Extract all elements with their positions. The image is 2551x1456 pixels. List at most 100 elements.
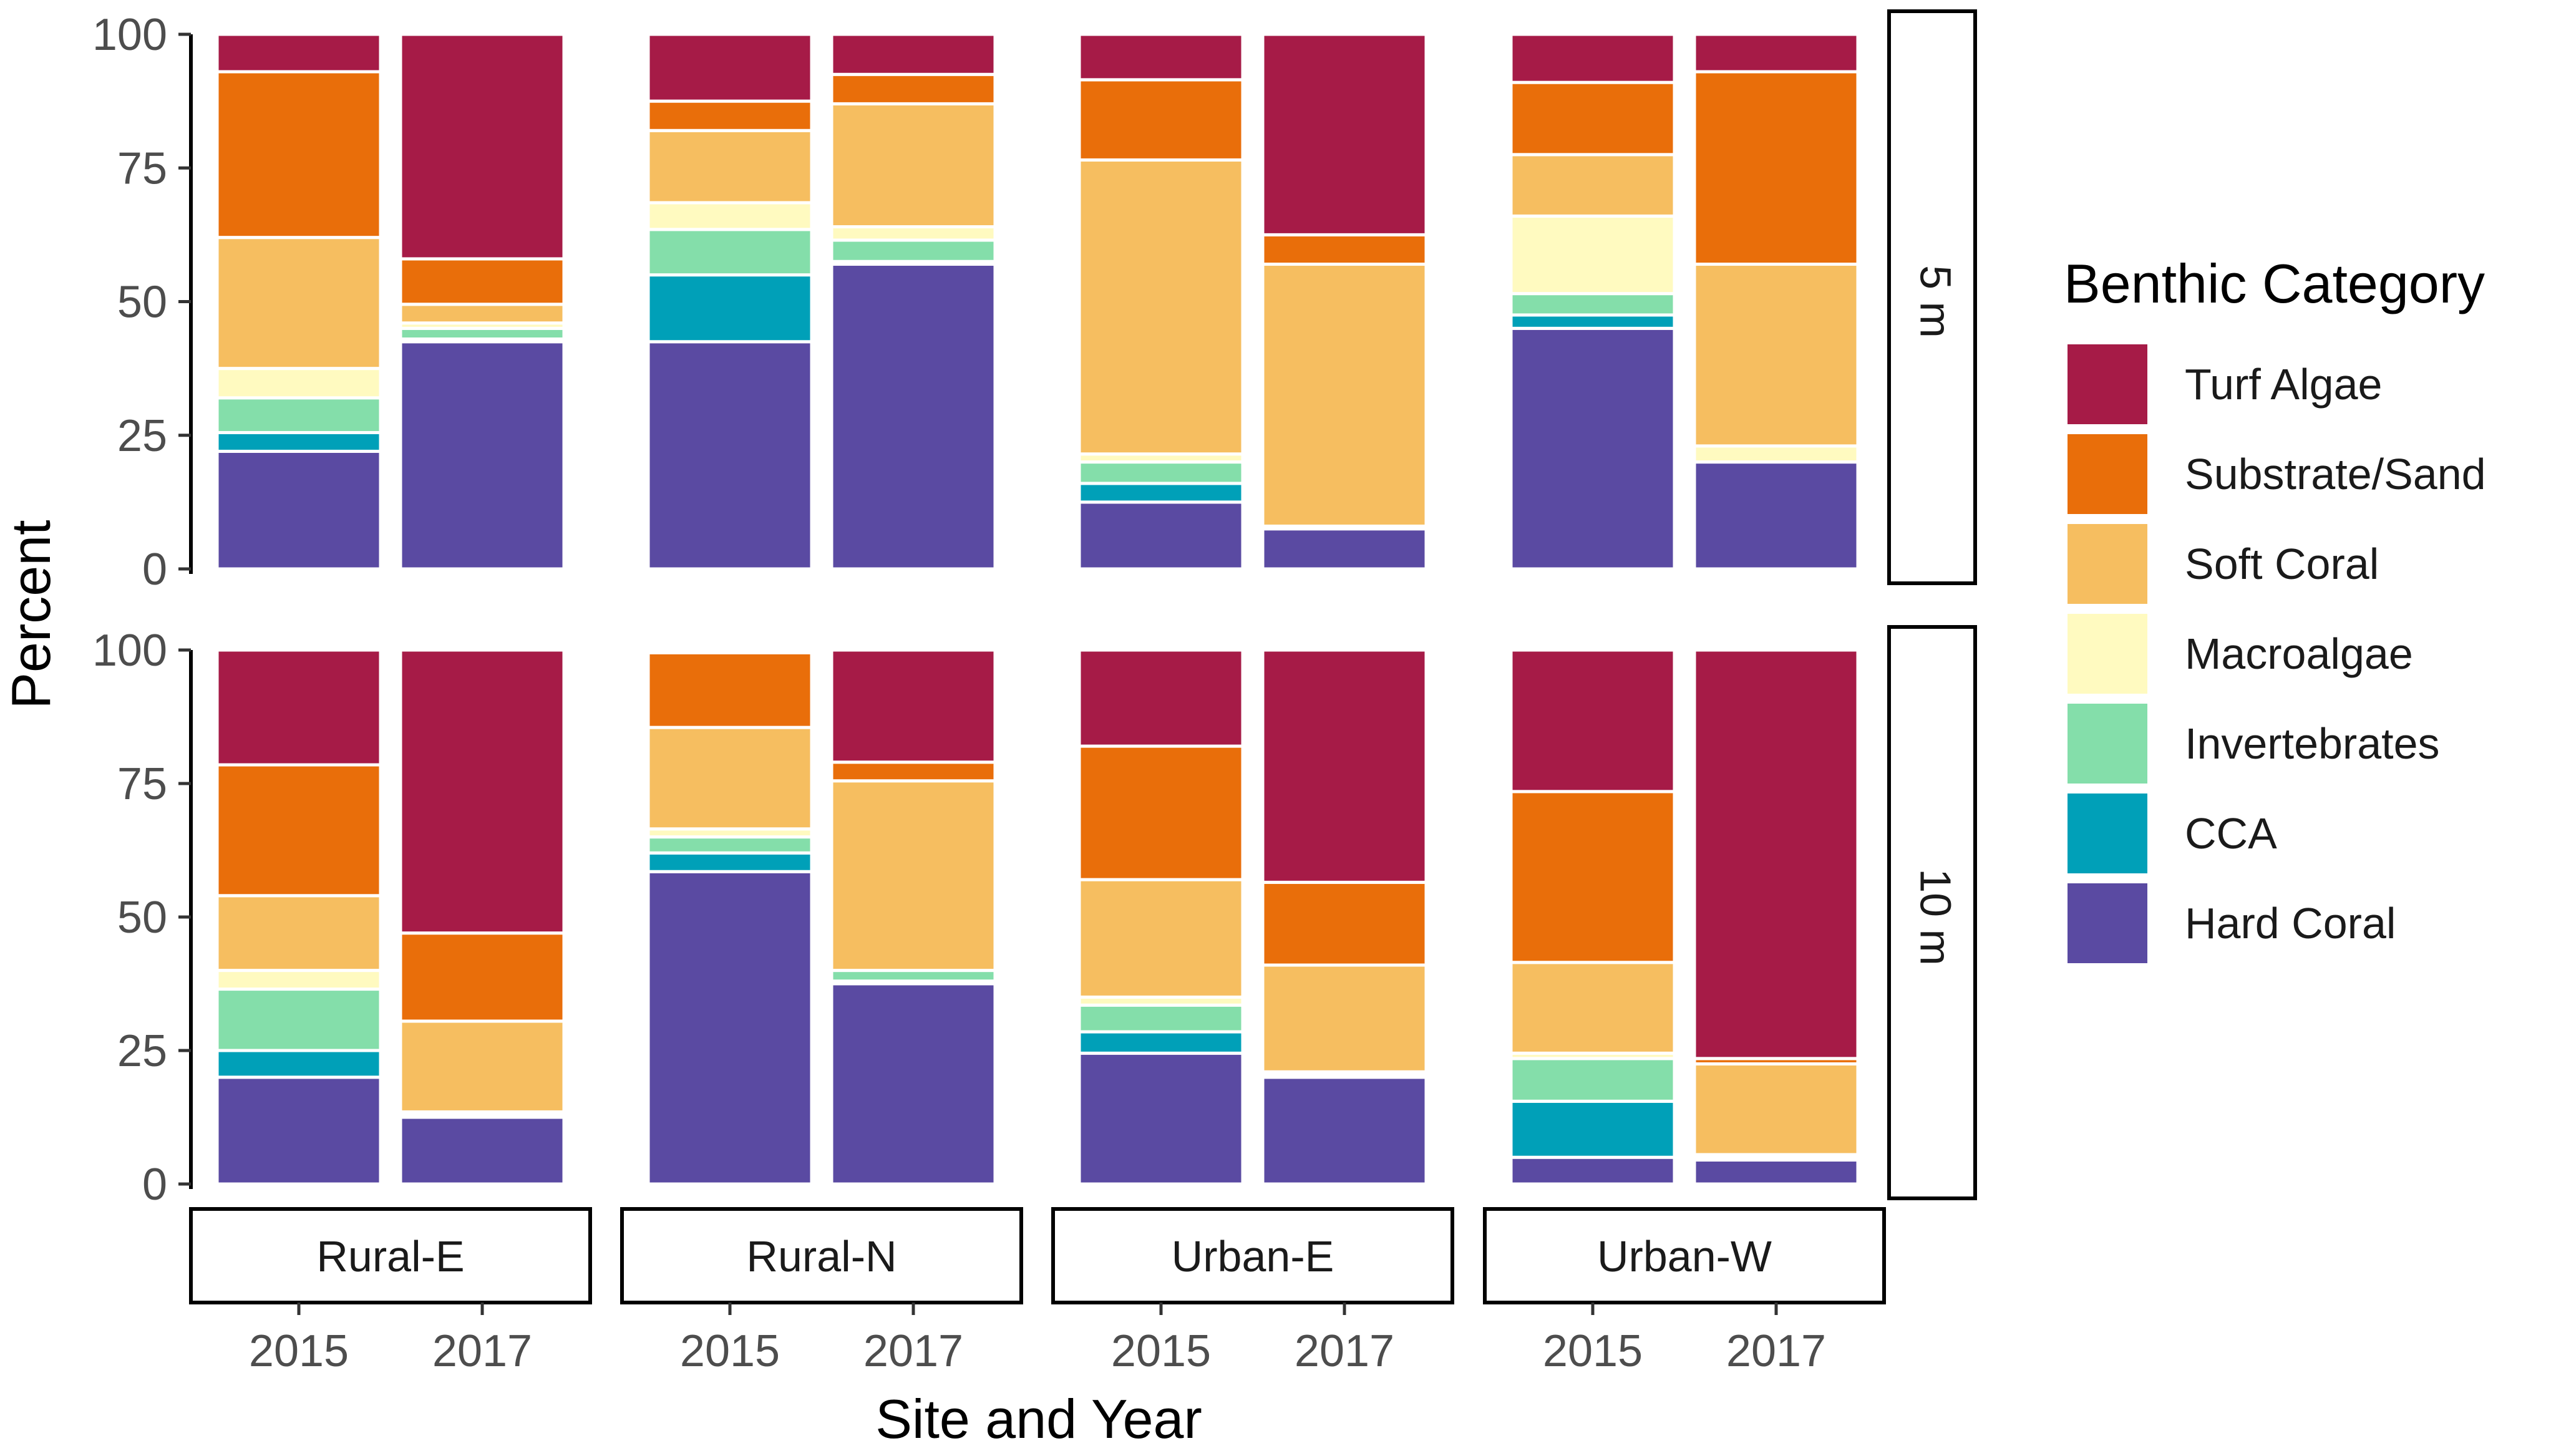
bar-segment-cca-2015 bbox=[1509, 313, 1676, 330]
strip-label: Urban-E bbox=[1172, 1232, 1334, 1281]
legend-swatch bbox=[2065, 432, 2150, 517]
x-tick-label: 2015 bbox=[1111, 1326, 1211, 1376]
panel-rural-n-10m bbox=[646, 648, 997, 1186]
bar-segment-invertebrates-2015 bbox=[1509, 1057, 1676, 1103]
bar-segment-substrate-sand-2017 bbox=[1693, 70, 1860, 266]
bar-segment-invertebrates-2015 bbox=[1077, 1003, 1245, 1034]
bar-segment-macroalgae-2015 bbox=[646, 201, 814, 231]
bar-segment-invertebrates-2015 bbox=[646, 228, 814, 277]
bar-segment-turf-algae-2015 bbox=[646, 32, 814, 103]
bar-segment-soft-coral-2015 bbox=[1509, 153, 1676, 218]
bar-segment-invertebrates-2015 bbox=[646, 835, 814, 855]
bar-segment-invertebrates-2015 bbox=[1509, 292, 1676, 317]
bar-segment-hard-coral-2015 bbox=[1509, 326, 1676, 571]
legend-label: Turf Algae bbox=[2185, 360, 2382, 409]
bar-segment-hard-coral-2017 bbox=[1261, 527, 1428, 571]
legend-item-substrate-sand: Substrate/Sand bbox=[2065, 432, 2486, 517]
legend-item-cca: CCA bbox=[2065, 791, 2277, 876]
legend-item-invertebrates: Invertebrates bbox=[2065, 701, 2440, 786]
strip-label: Rural-N bbox=[746, 1232, 896, 1281]
legend: Benthic Category Turf Algae Substrate/San… bbox=[2064, 253, 2486, 966]
x-tick-label: 2017 bbox=[1295, 1326, 1394, 1376]
legend-label: Soft Coral bbox=[2185, 540, 2379, 588]
x-tick-label: 2015 bbox=[1543, 1326, 1643, 1376]
legend-label: CCA bbox=[2185, 809, 2277, 858]
bar-segment-soft-coral-2017 bbox=[399, 1019, 566, 1114]
bar-segment-hard-coral-2015 bbox=[215, 1075, 382, 1186]
x-tick-label: 2015 bbox=[680, 1326, 780, 1376]
bar-segment-soft-coral-2017 bbox=[830, 779, 997, 973]
bar-segment-substrate-sand-2015 bbox=[1077, 744, 1245, 881]
panel-rural-e-5m bbox=[215, 32, 566, 571]
bar-segment-soft-coral-2015 bbox=[215, 894, 382, 973]
bar-segment-hard-coral-2017 bbox=[1693, 1158, 1860, 1186]
strip-label: 10 m bbox=[1912, 868, 1960, 966]
legend-swatch bbox=[2065, 342, 2150, 427]
bar-segment-cca-2015 bbox=[215, 430, 382, 453]
bar-segment-cca-2015 bbox=[1509, 1099, 1676, 1159]
bar-segment-turf-algae-2017 bbox=[1261, 32, 1428, 236]
bar-segment-cca-2015 bbox=[1077, 482, 1245, 504]
bar-segment-substrate-sand-2015 bbox=[1077, 78, 1245, 162]
bar-segment-hard-coral-2017 bbox=[399, 1115, 566, 1186]
x-tick-label: 2015 bbox=[249, 1326, 349, 1376]
strip-box bbox=[1483, 1207, 1886, 1304]
bar-segment-hard-coral-2017 bbox=[830, 982, 997, 1186]
bar-segment-substrate-sand-2017 bbox=[1261, 880, 1428, 967]
bar-segment-hard-coral-2015 bbox=[1509, 1155, 1676, 1186]
bar-segment-turf-algae-2015 bbox=[1077, 32, 1245, 82]
bar-segment-substrate-sand-2015 bbox=[646, 99, 814, 132]
x-axis-title: Site and Year bbox=[875, 1388, 1202, 1450]
bar-segment-cca-2015 bbox=[215, 1049, 382, 1079]
bar-segment-soft-coral-2015 bbox=[1509, 961, 1676, 1055]
legend-title: Benthic Category bbox=[2064, 253, 2485, 314]
strips: Rural-E Rural-N Urban-E Urban-W 5 m 10 m bbox=[189, 9, 1977, 1304]
bar-segment-hard-coral-2015 bbox=[646, 340, 814, 571]
bar-segment-soft-coral-2015 bbox=[646, 129, 814, 205]
legend-label: Macroalgae bbox=[2185, 629, 2413, 678]
legend-swatch bbox=[2065, 611, 2150, 696]
legend-label: Invertebrates bbox=[2185, 719, 2440, 768]
bar-segment-turf-algae-2015 bbox=[215, 648, 382, 767]
strip-5m: 5 m bbox=[1887, 9, 1977, 585]
bar-segment-turf-algae-2017 bbox=[830, 648, 997, 764]
y-axis-top: 0 25 50 75 100 bbox=[92, 10, 193, 595]
x-axis: 2015 2017 2015 2017 2015 2017 2015 2017 bbox=[249, 1303, 1826, 1376]
strip-box bbox=[620, 1207, 1023, 1304]
y-axes: 0 25 50 75 100 0 25 50 75 100 bbox=[92, 10, 193, 1210]
strip-rural-e: Rural-E bbox=[189, 1207, 592, 1304]
bar-segment-turf-algae-2017 bbox=[830, 32, 997, 76]
legend-swatch bbox=[2065, 791, 2150, 876]
strip-box bbox=[189, 1207, 592, 1304]
bar-segment-turf-algae-2017 bbox=[1261, 648, 1428, 884]
legend-item-soft-coral: Soft Coral bbox=[2065, 522, 2379, 606]
bar-segment-invertebrates-2015 bbox=[215, 396, 382, 434]
bar-segment-soft-coral-2015 bbox=[1077, 878, 1245, 999]
bar-segment-substrate-sand-2015 bbox=[215, 763, 382, 898]
bar-segment-invertebrates-2015 bbox=[215, 988, 382, 1052]
bar-segment-hard-coral-2015 bbox=[215, 449, 382, 571]
bar-segment-substrate-sand-2017 bbox=[1261, 233, 1428, 266]
bar-segment-substrate-sand-2015 bbox=[1509, 790, 1676, 964]
y-tick-label: 50 bbox=[117, 893, 167, 943]
bar-segment-hard-coral-2015 bbox=[646, 870, 814, 1186]
bar-segment-soft-coral-2015 bbox=[215, 236, 382, 371]
x-tick-label: 2017 bbox=[1726, 1326, 1826, 1376]
bar-segment-cca-2015 bbox=[646, 273, 814, 344]
bar-segment-turf-algae-2015 bbox=[1509, 32, 1676, 84]
bar-segment-invertebrates-2017 bbox=[830, 238, 997, 263]
panel-urban-e-10m bbox=[1077, 648, 1428, 1186]
legend-swatch bbox=[2065, 522, 2150, 606]
y-tick-label: 100 bbox=[92, 626, 167, 676]
x-tick-label: 2017 bbox=[863, 1326, 963, 1376]
panel-rural-e-10m bbox=[215, 648, 566, 1186]
strip-label: Rural-E bbox=[316, 1232, 464, 1281]
strip-label: Urban-W bbox=[1597, 1232, 1772, 1281]
bar-segment-turf-algae-2017 bbox=[399, 648, 566, 935]
panel-rural-n-5m bbox=[646, 32, 997, 571]
bar-segment-hard-coral-2015 bbox=[1077, 1051, 1245, 1186]
bar-segment-substrate-sand-2015 bbox=[1509, 80, 1676, 157]
y-tick-label: 50 bbox=[117, 278, 167, 328]
bar-segment-macroalgae-2015 bbox=[1509, 214, 1676, 296]
